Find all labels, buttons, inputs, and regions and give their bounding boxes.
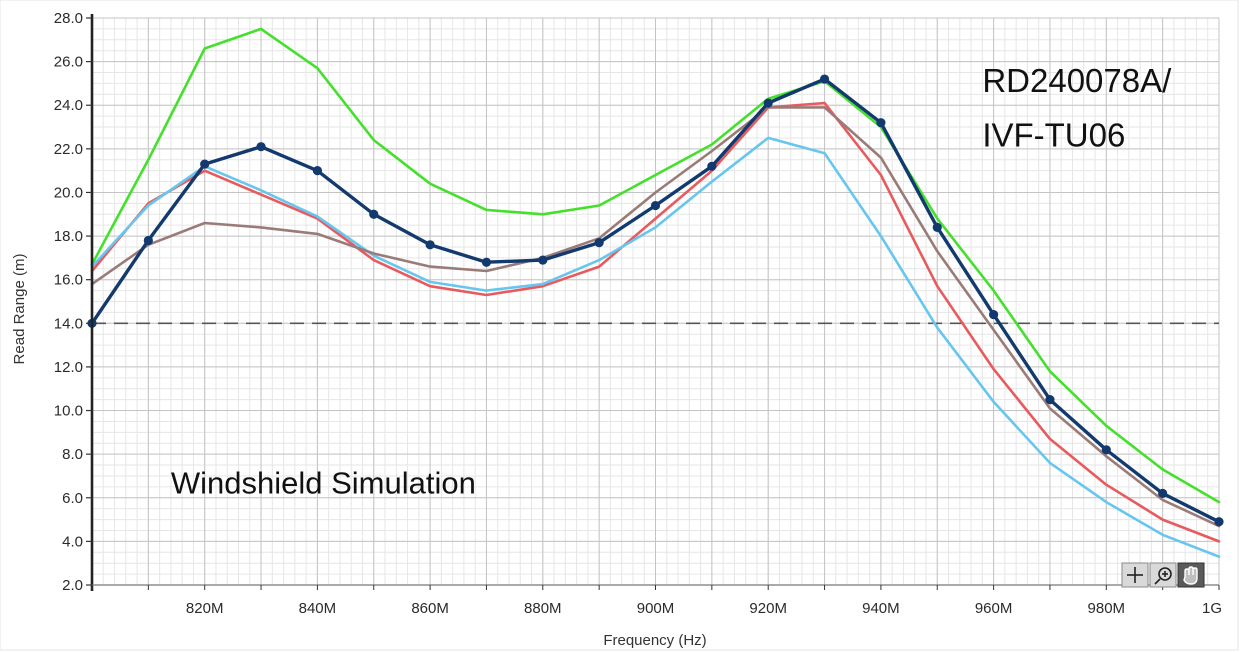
series-5-point [989, 309, 999, 320]
series-5-point [819, 74, 830, 84]
series-5-point [369, 209, 379, 219]
annotation-part-number-line2: IVF-TU06 [982, 117, 1125, 154]
y-tick-label: 20.0 [54, 184, 83, 201]
zoom-tool-button[interactable] [1149, 562, 1177, 588]
x-tick-label: 1G [1202, 600, 1222, 617]
series-5-point [1045, 395, 1055, 405]
y-tick-label: 24.0 [54, 97, 83, 114]
y-tick-label: 16.0 [54, 272, 83, 289]
series-line-4 [90, 106, 1221, 528]
annotation-windshield-simulation: Windshield Simulation [171, 465, 476, 500]
series-line-1 [90, 27, 1221, 504]
series-5-point [200, 159, 210, 169]
series-5-point [1158, 488, 1168, 499]
series-5-point [1101, 445, 1111, 455]
x-tick-label: 840M [299, 600, 337, 617]
x-tick-label: 860M [411, 600, 449, 617]
series-5-point [594, 238, 604, 248]
series-5-point [707, 161, 717, 171]
series-5-point [425, 240, 435, 250]
x-tick-label: 940M [862, 600, 900, 617]
y-tick-label: 22.0 [54, 141, 83, 158]
y-tick-label: 14.0 [54, 315, 83, 332]
y-tick-label: 28.0 [54, 10, 83, 27]
series-5-point [876, 118, 886, 128]
x-tick-label: 900M [637, 600, 675, 617]
y-tick-label: 4.0 [62, 533, 83, 550]
series-5-point [932, 222, 942, 232]
series-5-point [650, 200, 661, 211]
annotation-part-number-line1: RD240078A/ [982, 62, 1172, 99]
y-tick-label: 8.0 [62, 446, 83, 463]
y-tick-label: 18.0 [54, 228, 83, 245]
x-tick-label: 920M [749, 600, 787, 617]
series-5-point [538, 255, 548, 265]
x-tick-label: 880M [524, 600, 562, 617]
crosshair-icon [1127, 567, 1143, 583]
x-axis-title: Frequency (Hz) [603, 632, 706, 649]
hand-pan-icon [1183, 566, 1198, 585]
series-5-point [763, 98, 773, 108]
series-5-point [312, 166, 322, 176]
y-tick-label: 10.0 [54, 403, 83, 420]
y-tick-label: 6.0 [62, 490, 83, 507]
series-line-3 [90, 136, 1221, 558]
series-5-point [143, 235, 153, 246]
y-tick-label: 12.0 [54, 359, 83, 376]
x-tick-label: 980M [1088, 600, 1126, 617]
zoom-icon [1154, 567, 1172, 585]
x-tick-label: 960M [975, 600, 1013, 617]
series-layer [87, 27, 1224, 558]
y-axis-title: Read Range (m) [11, 254, 28, 365]
x-tick-label: 820M [186, 600, 224, 617]
series-5-point [256, 142, 266, 152]
series-5-point [481, 257, 492, 267]
graph-toolbar [1121, 562, 1205, 588]
tick-labels-layer: 2.0 4.0 6.0 8.0 10.0 12.0 14.0 16.0 18.0 20.0 22.0… [54, 10, 1222, 617]
y-tick-label: 2.0 [62, 577, 83, 594]
series-5-point [1214, 517, 1224, 527]
y-tick-label: 26.0 [54, 54, 83, 71]
series-line-2 [90, 101, 1221, 543]
